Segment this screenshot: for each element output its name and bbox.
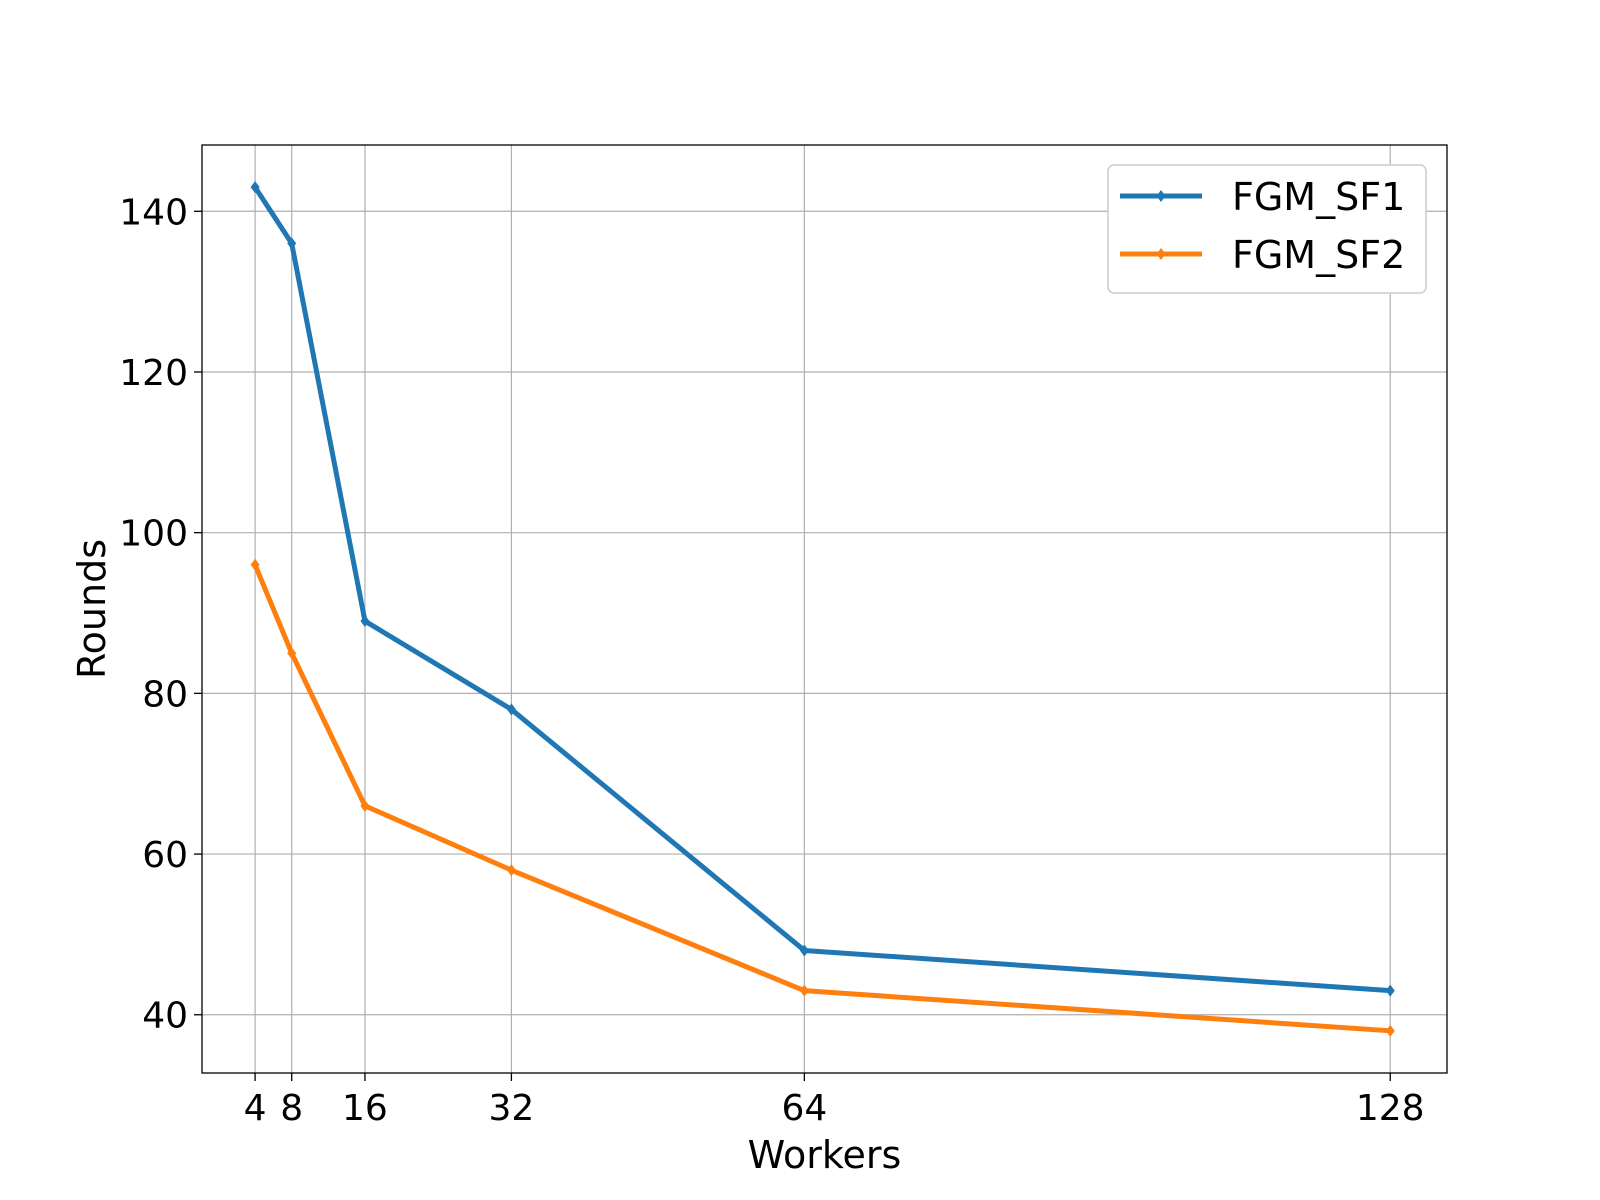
x-tick-label: 4: [244, 1088, 267, 1129]
grid: [202, 145, 1447, 1073]
y-tick-label: 100: [119, 514, 188, 555]
y-tick-label: 120: [119, 353, 188, 394]
x-tick-label: 16: [342, 1088, 388, 1129]
x-axis-title: Workers: [748, 1133, 902, 1177]
data-point-marker: [360, 799, 370, 812]
data-point-marker: [287, 647, 297, 660]
data-point-marker: [1385, 984, 1395, 997]
data-point-marker: [287, 237, 297, 250]
series-layer: [250, 181, 1395, 1037]
x-tick-label: 64: [781, 1088, 827, 1129]
data-point-marker: [799, 984, 809, 997]
y-tick-label: 40: [142, 996, 188, 1037]
series-line: [252, 562, 1393, 1034]
legend-label: FGM_SF1: [1232, 175, 1405, 219]
legend: FGM_SF1 FGM_SF2: [1107, 164, 1427, 294]
axis-ticks: 4 8 16 32 64 128 40 60 80 100 120 140: [119, 192, 1424, 1129]
plot-area-frame: [201, 144, 1448, 1074]
data-point-marker: [799, 944, 809, 957]
legend-label: FGM_SF2: [1232, 233, 1405, 277]
legend-entry: FGM_SF1: [1120, 175, 1405, 219]
y-axis-title: Rounds: [70, 539, 114, 679]
legend-marker: [1156, 190, 1166, 202]
y-tick-label: 80: [142, 674, 188, 715]
y-tick-label: 140: [119, 192, 188, 233]
legend-marker: [1156, 248, 1166, 260]
data-point-marker: [250, 181, 260, 194]
data-point-marker: [250, 558, 260, 571]
data-point-marker: [360, 615, 370, 628]
series-1: [250, 181, 1395, 997]
series-line: [252, 184, 1393, 994]
data-point-marker: [506, 864, 516, 877]
y-tick-label: 60: [142, 835, 188, 876]
series-2: [250, 558, 1395, 1037]
data-point-marker: [506, 703, 516, 716]
x-tick-label: 8: [280, 1088, 303, 1129]
legend-entry: FGM_SF2: [1120, 233, 1405, 277]
x-tick-label: 32: [489, 1088, 535, 1129]
x-tick-label: 128: [1356, 1088, 1425, 1129]
data-point-marker: [1385, 1024, 1395, 1037]
